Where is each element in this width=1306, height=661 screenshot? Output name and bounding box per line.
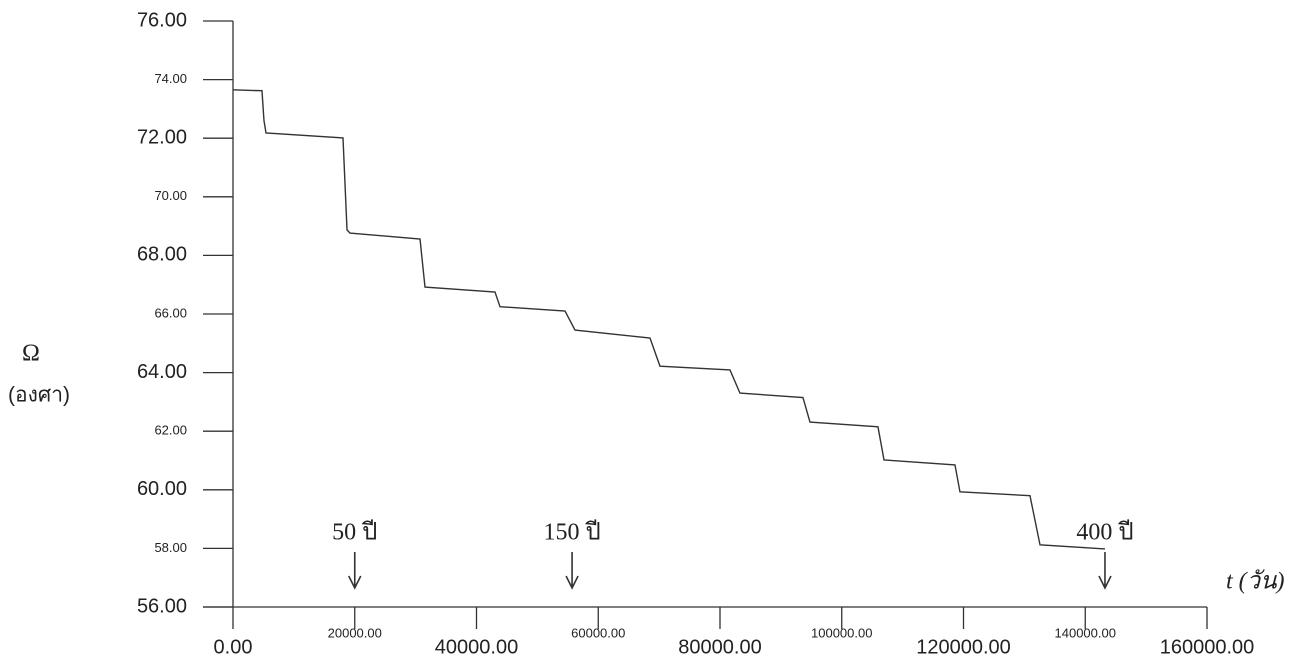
y-tick-label: 62.00 — [154, 423, 187, 438]
x-tick-label: 40000.00 — [435, 636, 518, 658]
annotation-arrow — [349, 552, 361, 588]
x-tick-label: 60000.00 — [571, 625, 625, 640]
data-line — [233, 90, 1105, 549]
annotation-text: 400 ปี — [1076, 519, 1133, 546]
chart: Ω (องศา) t (วัน) 56.00 58.00 60.00 62.00 64.… — [0, 0, 1306, 661]
y-tick-label: 60.00 — [137, 478, 187, 500]
annotation-text: 50 ปี — [332, 519, 377, 546]
x-tick-label: 120000.00 — [916, 636, 1011, 658]
x-axis-label: t (วัน) — [1226, 569, 1285, 595]
y-tick-label: 66.00 — [154, 305, 187, 320]
y-tick-label: 68.00 — [137, 244, 187, 266]
x-tick-label: 160000.00 — [1160, 636, 1255, 658]
y-tick-label: 76.00 — [137, 9, 187, 31]
annotation-text: 150 ปี — [543, 519, 600, 546]
y-axis-label: Ω — [22, 341, 40, 367]
x-tick-label: 20000.00 — [328, 625, 382, 640]
x-tick-label: 100000.00 — [811, 625, 872, 640]
y-tick-label: 74.00 — [154, 71, 187, 86]
y-tick-label: 58.00 — [154, 540, 187, 555]
y-tick-label: 64.00 — [137, 361, 187, 383]
y-tick-label: 56.00 — [137, 595, 187, 617]
x-tick-label: 140000.00 — [1055, 625, 1116, 640]
annotation-arrow — [566, 552, 578, 588]
annotation-arrow — [1099, 552, 1111, 588]
y-axis-unit: (องศา) — [8, 384, 70, 407]
y-tick-label: 72.00 — [137, 126, 187, 148]
x-tick-label: 0.00 — [214, 636, 253, 658]
y-tick-label: 70.00 — [154, 188, 187, 203]
x-tick-label: 80000.00 — [678, 636, 761, 658]
